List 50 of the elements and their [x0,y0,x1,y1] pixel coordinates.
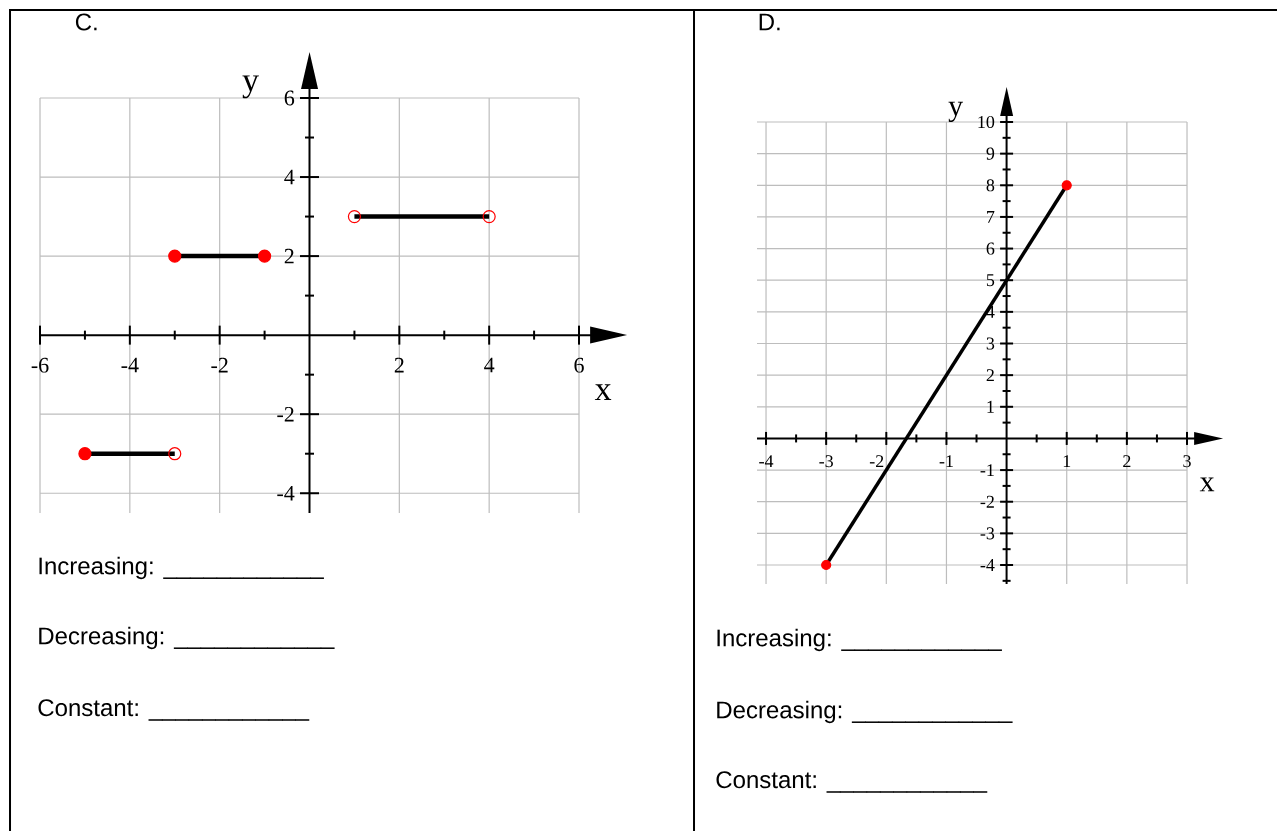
x-tick-label: 2 [394,357,404,373]
chart-title: C. [75,13,97,31]
x-tick-label: -1 [939,455,953,468]
point [168,249,182,263]
x-tick-label: -2 [869,455,884,468]
text: Constant: ____________ [716,771,988,793]
x-tick-label: 2 [1123,455,1131,468]
y-tick-label: -4 [277,486,295,501]
text: Increasing: ____________ [39,556,324,580]
x-tick-label: 6 [574,357,584,373]
chart-title: D. [759,13,780,31]
y-tick-label: 6 [284,90,295,106]
text: Decreasing: ____________ [717,700,1013,724]
y-tick-label: 2 [284,248,294,264]
y-axis-title: y [948,101,964,123]
y-tick-label: 7 [987,211,995,223]
y-tick-label: -4 [980,559,995,571]
point [257,249,272,263]
x-tick-label: 4 [484,357,495,373]
y-tick-label: 6 [986,242,995,255]
point [78,447,92,461]
y-tick-label: -3 [980,527,995,540]
x-tick-label: -4 [121,357,139,373]
y-tick-label: 9 [986,147,995,160]
point [347,209,362,224]
x-tick-label: -4 [759,455,774,467]
text: Decreasing: ____________ [39,626,335,650]
y-axis-title: y [242,75,259,99]
x-axis-title: x [594,384,612,400]
x-tick-label: -3 [819,455,833,468]
x-tick-label: 3 [1183,455,1191,468]
x-tick-label: 1 [1063,455,1071,468]
text: Constant: ____________ [38,699,310,721]
x-tick-label: -2 [211,357,228,373]
y-tick-label: 3 [986,337,995,350]
y-tick-label: 1 [987,400,994,413]
point [168,447,182,461]
y-tick-label: -2 [980,495,994,508]
y-tick-label: 4 [284,169,295,185]
y-tick-label: -1 [980,464,994,477]
y-tick-label: -2 [277,406,294,422]
y-tick-label: 2 [986,369,994,382]
y-tick-label: 8 [986,179,995,192]
x-axis-title: x [1199,477,1215,492]
point [482,209,496,224]
y-tick-label: 5 [986,274,995,287]
y-tick-label: 10 [978,115,995,129]
y-tick-label: 4 [986,305,995,318]
x-tick-label: -6 [31,357,49,373]
text: Increasing: ____________ [717,628,1002,652]
